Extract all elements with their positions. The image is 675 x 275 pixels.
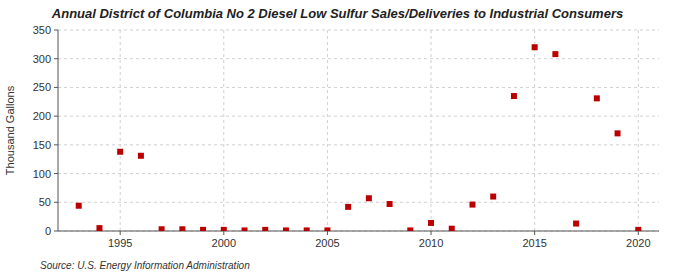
y-tick <box>54 30 58 31</box>
x-tick-label: 2020 <box>626 237 650 249</box>
points <box>76 44 642 231</box>
y-tick <box>54 231 58 232</box>
title: Annual District of Columbia No 2 Diesel … <box>51 6 623 21</box>
point <box>138 153 144 159</box>
y-tick <box>54 58 58 59</box>
grid-line-y <box>58 58 659 59</box>
y-tick-label: 100 <box>33 168 51 180</box>
point <box>407 227 413 231</box>
point <box>283 227 289 231</box>
point <box>76 203 82 209</box>
y-tick-label: 0 <box>45 225 51 237</box>
y-tick-label: 250 <box>33 81 51 93</box>
x-tick <box>638 231 639 235</box>
point <box>428 220 434 226</box>
point <box>615 130 621 136</box>
point <box>573 221 579 227</box>
grid-line-x <box>638 30 639 231</box>
grid-line-y <box>58 87 659 88</box>
grid-line-y <box>58 116 659 117</box>
y-tick <box>54 144 58 145</box>
source-note: Source: U.S. Energy Information Administ… <box>40 260 250 271</box>
grid-line-x <box>223 30 224 231</box>
point <box>387 201 393 207</box>
x-tick-label: 2015 <box>522 237 546 249</box>
y-tick <box>54 87 58 88</box>
point <box>490 194 496 200</box>
point <box>324 227 330 231</box>
point <box>262 227 268 231</box>
grid-line-y <box>58 202 659 203</box>
y-tick-label: 200 <box>33 110 51 122</box>
point <box>179 226 185 231</box>
x-tick <box>223 231 224 235</box>
point <box>345 204 351 210</box>
point <box>242 227 248 231</box>
grid-line-y <box>58 30 659 31</box>
grid-line-y <box>58 144 659 145</box>
x-tick-label: 2010 <box>419 237 443 249</box>
y-tick-label: 50 <box>39 196 51 208</box>
point <box>635 227 641 231</box>
x-tick <box>120 231 121 235</box>
axes: 1995 2000 2005 2010 2015 2020 0 50 100 150 200 250 3… <box>33 24 659 249</box>
point <box>366 195 372 201</box>
point <box>304 227 310 231</box>
grid-line-y <box>58 173 659 174</box>
x-tick <box>431 231 432 235</box>
y-tick <box>54 116 58 117</box>
point <box>594 95 600 101</box>
x-tick <box>534 231 535 235</box>
y-tick <box>54 173 58 174</box>
grid-line-y <box>58 231 659 232</box>
point <box>221 227 227 231</box>
point <box>552 51 558 57</box>
point <box>469 202 475 208</box>
point <box>200 227 206 231</box>
point <box>96 225 102 231</box>
y-tick <box>54 202 58 203</box>
y-axis-label: Thousand Gallons <box>4 85 16 175</box>
y-axis-line <box>58 30 59 231</box>
grid-line-x <box>431 30 432 231</box>
x-axis-line <box>58 231 659 232</box>
point <box>117 149 123 155</box>
y-tick-label: 300 <box>33 53 51 65</box>
point <box>511 93 517 99</box>
chart: 1995 2000 2005 2010 2015 2020 0 50 100 150 200 250 3… <box>0 0 675 275</box>
grid-line-x <box>534 30 535 231</box>
x-tick-label: 2000 <box>212 237 236 249</box>
grid-line-x <box>120 30 121 231</box>
grid-line-x <box>327 30 328 231</box>
point <box>532 44 538 50</box>
x-tick <box>327 231 328 235</box>
x-tick-label: 2005 <box>315 237 339 249</box>
x-tick-label: 1995 <box>108 237 132 249</box>
y-tick-label: 350 <box>33 24 51 36</box>
y-tick-label: 150 <box>33 139 51 151</box>
grid <box>58 30 659 231</box>
point <box>159 226 165 231</box>
point <box>449 226 455 231</box>
